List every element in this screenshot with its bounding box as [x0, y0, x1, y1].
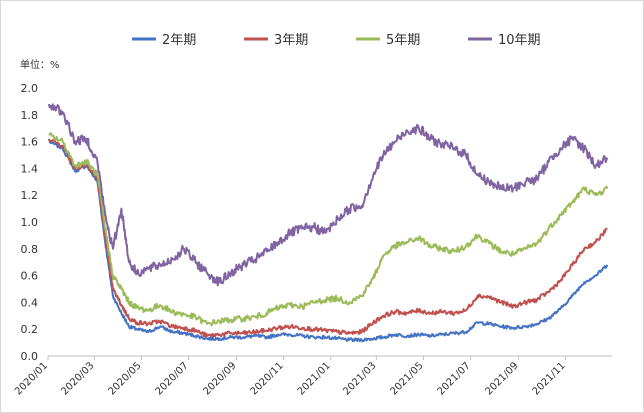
y-tick-label: 1.4 — [21, 162, 39, 175]
series-line-2 — [48, 132, 609, 327]
series-layer — [47, 103, 609, 343]
y-tick-label: 1.8 — [21, 109, 39, 122]
unit-label: 单位：% — [20, 58, 60, 71]
y-axis: 0.0 0.2 0.4 0.6 0.8 1.0 1.2 1.4 1.6 1.8 2.0 — [21, 82, 39, 363]
y-tick-label: 0.2 — [21, 323, 39, 336]
y-tick-label: 2.0 — [21, 82, 39, 95]
legend-label: 3年期 — [274, 33, 308, 48]
y-tick-label: 1.2 — [21, 189, 39, 202]
legend: 2年期 3年期 5年期 10年期 — [132, 33, 541, 48]
y-tick-label: 0.6 — [21, 270, 39, 283]
y-tick-label: 0.8 — [21, 243, 39, 256]
y-tick-label: 1.0 — [21, 216, 39, 229]
y-tick-label: 0.0 — [21, 350, 39, 363]
series-line-3 — [47, 103, 609, 287]
legend-label: 10年期 — [498, 33, 541, 48]
y-tick-label: 1.6 — [21, 136, 39, 149]
series-line-0 — [48, 140, 609, 343]
legend-label: 5年期 — [386, 33, 420, 48]
legend-label: 2年期 — [162, 33, 196, 48]
y-tick-label: 0.4 — [21, 296, 39, 309]
series-line-1 — [47, 138, 608, 338]
